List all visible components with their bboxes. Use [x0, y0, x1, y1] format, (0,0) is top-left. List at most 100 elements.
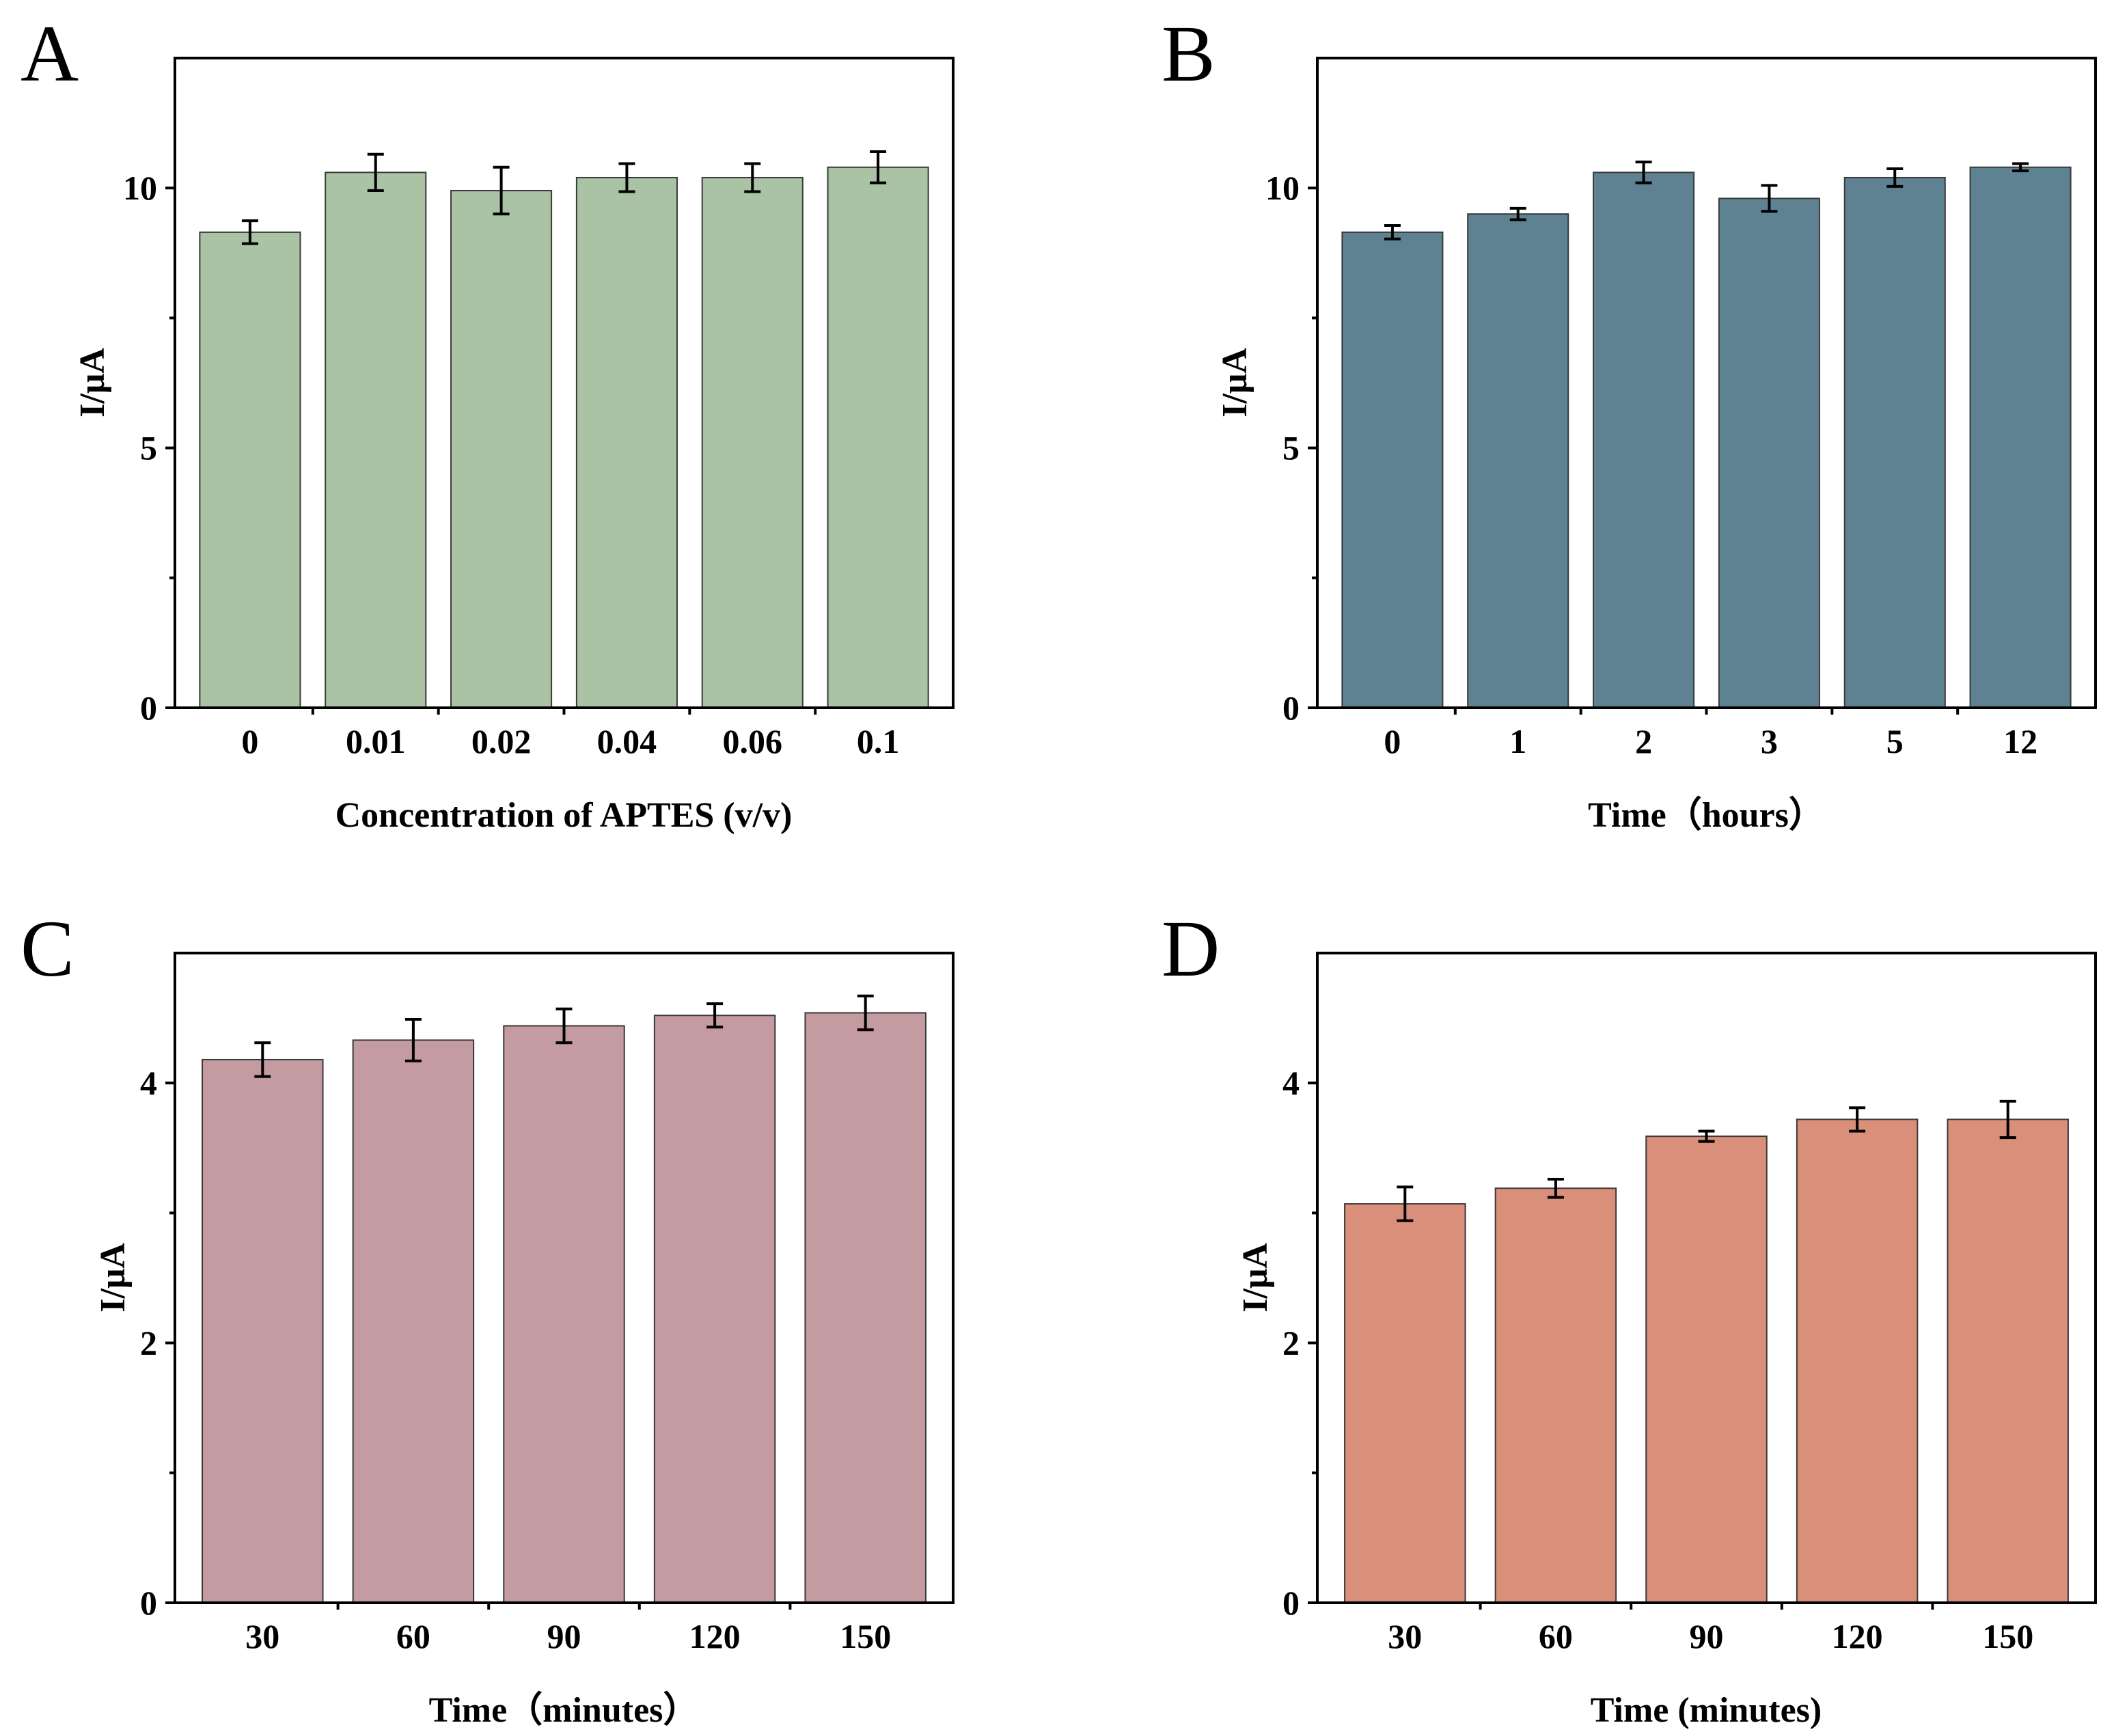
panel-d-xtick-labels: 30 60 90 120 150: [1388, 1617, 2033, 1655]
bar: [1969, 166, 2072, 708]
panel-c-xlabel: Time（minutes）: [429, 1690, 699, 1730]
y-tick-label: 5: [1282, 429, 1300, 467]
y-tick-label: 0: [1282, 1584, 1300, 1622]
bar: [1843, 176, 1946, 708]
panel-a-yticks: [165, 187, 175, 709]
error-bar: [493, 165, 510, 216]
y-tick-label: 4: [1282, 1064, 1300, 1102]
panel-a-ylabel: I/μA: [73, 348, 112, 417]
bar: [575, 176, 678, 708]
error-bar: [857, 994, 874, 1032]
y-tick-label: 4: [140, 1064, 157, 1102]
bar: [450, 190, 553, 708]
x-tick-label: 0.02: [471, 722, 532, 760]
x-tick-label: 120: [1832, 1617, 1883, 1655]
error-bar: [1509, 206, 1526, 221]
y-tick-label: 2: [140, 1324, 157, 1362]
panel-d-ylabel: I/μA: [1236, 1243, 1275, 1312]
error-bar: [870, 150, 887, 184]
x-tick-label: 150: [1982, 1617, 2033, 1655]
x-tick-label: 30: [245, 1617, 279, 1655]
panel-a-xtick-labels: 0 0.01 0.02 0.04 0.06 0.1: [241, 722, 899, 760]
panel-d: D 0 2 4 30 60 90 120 150 Time (minutes) I/μA: [1162, 904, 2097, 1730]
panel-c-xticks: [336, 1603, 792, 1610]
error-bar: [1397, 1185, 1414, 1222]
panel-c-errorbars: [254, 994, 874, 1078]
bar: [1467, 213, 1569, 708]
bar: [653, 1015, 776, 1603]
y-tick-label: 10: [123, 169, 157, 207]
bar: [352, 1039, 475, 1603]
bar: [1645, 1135, 1768, 1603]
x-tick-label: 2: [1635, 722, 1652, 760]
error-bar: [618, 162, 635, 193]
y-tick-label: 0: [140, 689, 157, 727]
panel-b-bars: [1341, 166, 2072, 709]
x-tick-label: 60: [1539, 1617, 1573, 1655]
panel-d-frame: [1316, 952, 2097, 1604]
bar: [827, 166, 929, 708]
panel-b-ylabel: I/μA: [1216, 348, 1254, 417]
error-bar: [1547, 1177, 1564, 1199]
error-bar: [1698, 1129, 1715, 1143]
x-tick-label: 0: [241, 722, 258, 760]
x-tick-label: 150: [840, 1617, 891, 1655]
error-bar: [254, 1041, 271, 1078]
x-tick-label: 12: [2003, 722, 2037, 760]
panel-d-letter: D: [1162, 904, 1220, 993]
error-bar: [1886, 167, 1904, 188]
panel-a-letter: A: [20, 9, 79, 98]
panel-a-bars: [199, 166, 929, 709]
x-tick-label: 0.1: [857, 722, 900, 760]
bar: [503, 1025, 625, 1603]
panel-c-frame: [174, 952, 955, 1604]
panel-d-errorbars: [1397, 1099, 2016, 1222]
panel-c: C 0 2 4 30 60 90 120 150 Time（minutes） I/μA: [20, 904, 955, 1730]
bar: [1796, 1118, 1919, 1604]
x-tick-label: 120: [689, 1617, 741, 1655]
error-bar: [1761, 184, 1778, 213]
error-bar: [706, 1002, 724, 1029]
x-tick-label: 90: [1690, 1617, 1724, 1655]
panel-b-yticks: [1308, 187, 1317, 709]
panel-a-xlabel: Concentration of APTES (v/v): [335, 796, 793, 835]
bar: [202, 1058, 324, 1603]
error-bar: [2012, 162, 2029, 173]
bar: [1341, 231, 1444, 709]
bar: [804, 1012, 926, 1603]
x-tick-label: 0.01: [346, 722, 406, 760]
y-tick-label: 10: [1265, 169, 1300, 207]
panel-d-ytick-labels: 0 2 4: [1282, 1064, 1300, 1622]
panel-c-bars: [202, 1012, 926, 1603]
error-bar: [555, 1007, 573, 1045]
x-tick-label: 0.04: [597, 722, 657, 760]
y-tick-label: 2: [1282, 1324, 1300, 1362]
error-bar: [744, 162, 761, 193]
panel-b-xtick-labels: 0 1 2 3 5 12: [1384, 722, 2037, 760]
panel-d-xlabel: Time (minutes): [1591, 1691, 1822, 1730]
y-tick-label: 0: [140, 1584, 157, 1622]
error-bar: [1999, 1099, 2016, 1140]
x-tick-label: 1: [1509, 722, 1526, 760]
bar: [1947, 1118, 2069, 1604]
bar: [199, 231, 301, 709]
panel-a-xticks: [311, 708, 817, 715]
panel-a-errorbars: [241, 150, 887, 245]
panel-b-letter: B: [1162, 9, 1216, 98]
panel-a-ytick-labels: 0 5 10: [123, 169, 157, 727]
panel-c-yticks: [165, 1081, 175, 1604]
x-tick-label: 5: [1886, 722, 1904, 760]
x-tick-label: 0.06: [723, 722, 783, 760]
y-tick-label: 0: [1282, 689, 1300, 727]
panel-c-xtick-labels: 30 60 90 120 150: [245, 1617, 891, 1655]
bar: [1494, 1187, 1617, 1603]
error-bar: [1635, 161, 1652, 184]
panel-c-ytick-labels: 0 2 4: [140, 1064, 157, 1622]
bar: [325, 171, 427, 709]
bar: [1593, 171, 1695, 709]
error-bar: [1849, 1106, 1866, 1133]
x-tick-label: 60: [396, 1617, 430, 1655]
panel-c-letter: C: [20, 904, 74, 993]
